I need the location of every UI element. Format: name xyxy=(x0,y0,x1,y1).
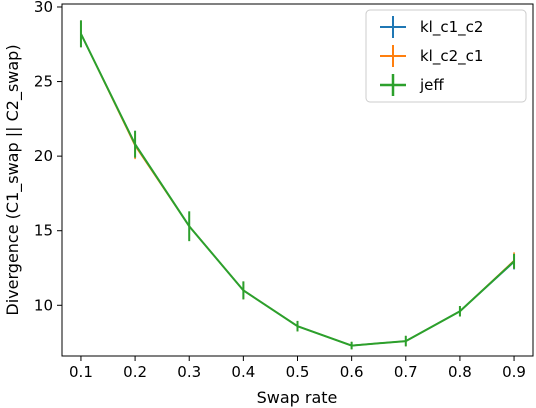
series-jeff xyxy=(79,20,516,350)
legend-box xyxy=(365,9,527,103)
legend-label: kl_c2_c1 xyxy=(420,47,483,66)
y-tick-label: 25 xyxy=(34,73,53,91)
x-axis-label: Swap rate xyxy=(257,388,338,407)
x-tick-label: 0.6 xyxy=(340,363,364,381)
x-tick-label: 0.1 xyxy=(69,363,93,381)
x-tick-label: 0.2 xyxy=(123,363,147,381)
y-axis-label: Divergence (C1_swap || C2_swap) xyxy=(3,44,23,315)
legend-label: kl_c1_c2 xyxy=(420,18,483,37)
x-tick-label: 0.5 xyxy=(286,363,310,381)
x-tick-label: 0.9 xyxy=(502,363,526,381)
x-tick-label: 0.7 xyxy=(394,363,418,381)
y-tick-label: 10 xyxy=(34,296,53,314)
data-layer xyxy=(79,20,516,350)
legend-label: jeff xyxy=(419,76,444,94)
x-tick-label: 0.4 xyxy=(231,363,255,381)
y-tick-label: 30 xyxy=(34,0,53,16)
y-tick-label: 20 xyxy=(34,147,53,165)
x-tick-label: 0.3 xyxy=(177,363,201,381)
x-tick-label: 0.8 xyxy=(448,363,472,381)
axis-layer: 0.1 0.2 0.3 0.4 0.5 0.6 0.7 0.8 0.9 10 15 20 25 30 xyxy=(34,0,526,381)
y-tick-label: 15 xyxy=(34,222,53,240)
